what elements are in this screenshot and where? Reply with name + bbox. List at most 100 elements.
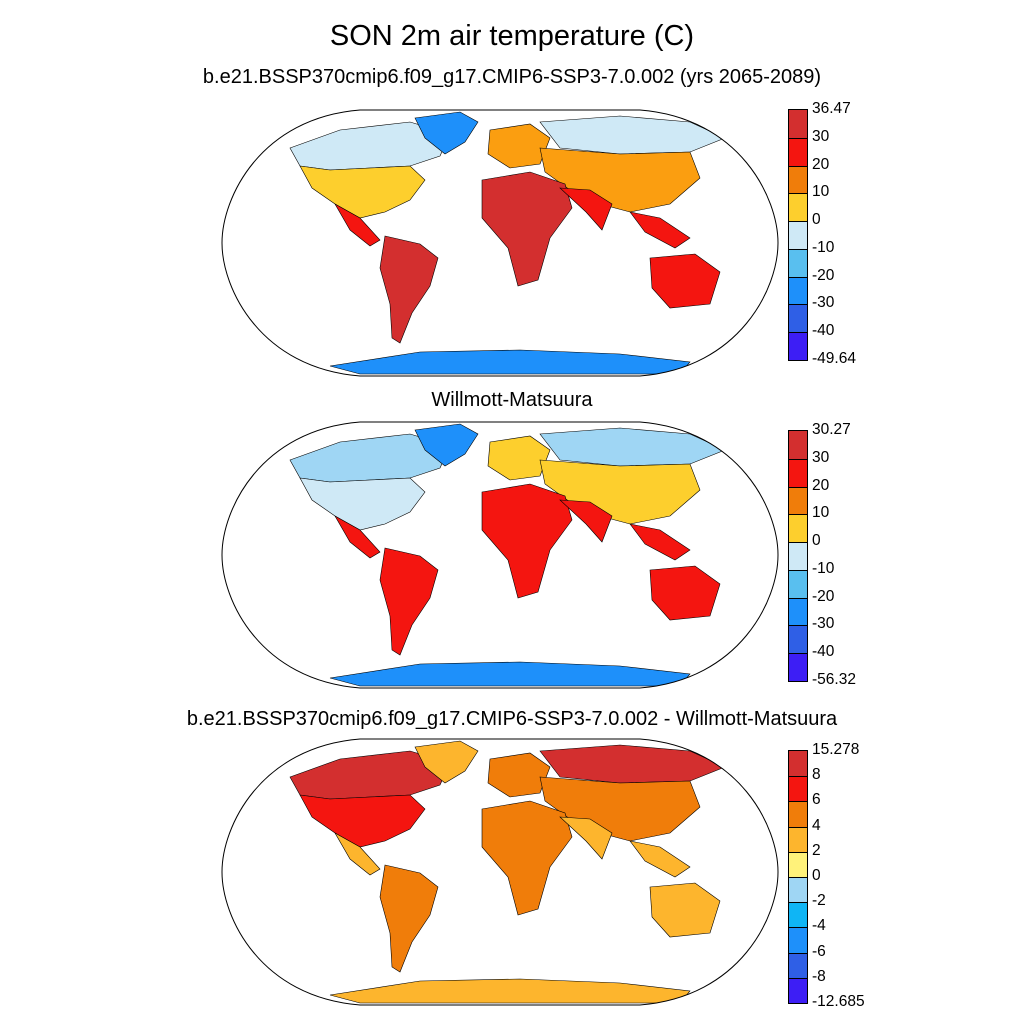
- central-america-region: [334, 832, 381, 876]
- colorbar-label: -56.32: [812, 671, 856, 688]
- colorbar-label: 0: [812, 532, 821, 550]
- colorbar-swatch: [789, 165, 807, 194]
- europe-region: [487, 123, 551, 169]
- map-outline: [221, 738, 779, 1006]
- colorbar-label: -30: [812, 615, 835, 633]
- colorbar-label: -20: [812, 266, 835, 284]
- colorbar-swatch: [789, 625, 807, 654]
- colorbar-swatch: [789, 927, 807, 953]
- colorbar-swatch: [789, 431, 807, 459]
- colorbar-label: 36.47: [812, 100, 851, 117]
- antarctica-region: [329, 349, 691, 375]
- colorbar-swatch: [789, 221, 807, 249]
- colorbar-swatch: [789, 597, 807, 626]
- colorbar-label: 6: [812, 791, 821, 809]
- se-asia-region: [629, 840, 691, 878]
- south-america-region: [379, 235, 439, 344]
- greenland-region: [414, 111, 479, 155]
- colorbar-label: 20: [812, 476, 830, 494]
- colorbar-swatch: [789, 514, 807, 543]
- greenland-region: [414, 740, 479, 784]
- colorbar-label: -12.685: [812, 993, 865, 1010]
- colorbar-label: 30: [812, 448, 830, 466]
- greenland-region: [414, 423, 479, 467]
- colorbar-label: 30.27: [812, 421, 851, 438]
- colorbar-label: -40: [812, 643, 835, 661]
- colorbar-label: -2: [812, 892, 826, 910]
- south-america-region: [379, 547, 439, 656]
- colorbar-swatch: [789, 110, 807, 138]
- australia-region: [649, 565, 721, 621]
- asia-region: [539, 776, 701, 842]
- panel-2-map: [221, 421, 779, 689]
- colorbar-label: 20: [812, 155, 830, 173]
- colorbar-label: 4: [812, 816, 821, 834]
- colorbar-label: 10: [812, 504, 830, 522]
- colorbar-label: 0: [812, 867, 821, 884]
- antarctica-region: [329, 661, 691, 687]
- colorbar-swatch: [789, 801, 807, 827]
- colorbar-swatch: [789, 902, 807, 928]
- arabia-india-region: [559, 187, 613, 231]
- europe-region: [487, 752, 551, 798]
- central-america-region: [334, 203, 381, 247]
- colorbar-label: -40: [812, 322, 835, 340]
- colorbar-label: 15.278: [812, 741, 860, 758]
- asia-north-region: [539, 744, 726, 784]
- colorbar-swatch: [789, 876, 807, 903]
- colorbar-swatch: [789, 851, 807, 877]
- colorbar-label: 10: [812, 183, 830, 201]
- colorbar-swatch: [789, 952, 807, 978]
- se-asia-region: [629, 211, 691, 249]
- north-america-region: [299, 477, 426, 531]
- north-america-region: [299, 794, 426, 848]
- colorbar-label: -6: [812, 942, 826, 960]
- colorbar-swatch: [789, 542, 807, 570]
- colorbar-swatch: [789, 751, 807, 777]
- colorbar-label: -10: [812, 559, 835, 577]
- colorbar-label: 2: [812, 841, 821, 859]
- se-asia-region: [629, 523, 691, 561]
- colorbar-swatch: [789, 276, 807, 305]
- arabia-india-region: [559, 499, 613, 543]
- panel-3-map: [221, 738, 779, 1006]
- colorbar-swatch: [789, 137, 807, 166]
- australia-region: [649, 253, 721, 309]
- colorbar-label: 0: [812, 211, 821, 229]
- colorbar-swatch: [789, 193, 807, 222]
- north-america-region: [299, 165, 426, 219]
- colorbar-swatch: [789, 304, 807, 333]
- europe-region: [487, 435, 551, 481]
- panel-2-colorbar: [788, 430, 808, 682]
- colorbar-label: -4: [812, 917, 826, 935]
- colorbar-label: -8: [812, 967, 826, 985]
- panel-3-title: b.e21.BSSP370cmip6.f09_g17.CMIP6-SSP3-7.…: [186, 708, 838, 730]
- colorbar-swatch: [789, 776, 807, 802]
- colorbar-swatch: [789, 569, 807, 598]
- asia-region: [539, 459, 701, 525]
- arabia-india-region: [559, 816, 613, 860]
- asia-north-region: [539, 427, 726, 467]
- panel-3-colorbar: [788, 750, 808, 1004]
- map-outline: [221, 109, 779, 377]
- asia-north-region: [539, 115, 726, 155]
- figure-title: SON 2m air temperature (C): [329, 20, 695, 52]
- colorbar-swatch: [789, 332, 807, 360]
- panel-1-title: b.e21.BSSP370cmip6.f09_g17.CMIP6-SSP3-7.…: [202, 66, 822, 88]
- colorbar-swatch: [789, 826, 807, 852]
- colorbar-swatch: [789, 977, 807, 1003]
- asia-region: [539, 147, 701, 213]
- map-outline: [221, 421, 779, 689]
- antarctica-region: [329, 978, 691, 1004]
- colorbar-swatch: [789, 486, 807, 515]
- africa-region: [481, 483, 573, 599]
- south-america-region: [379, 864, 439, 973]
- africa-region: [481, 800, 573, 916]
- colorbar-swatch: [789, 653, 807, 681]
- panel-1-colorbar: [788, 109, 808, 361]
- panel-1-map: [221, 109, 779, 377]
- colorbar-swatch: [789, 248, 807, 277]
- colorbar-label: -10: [812, 238, 835, 256]
- africa-region: [481, 171, 573, 287]
